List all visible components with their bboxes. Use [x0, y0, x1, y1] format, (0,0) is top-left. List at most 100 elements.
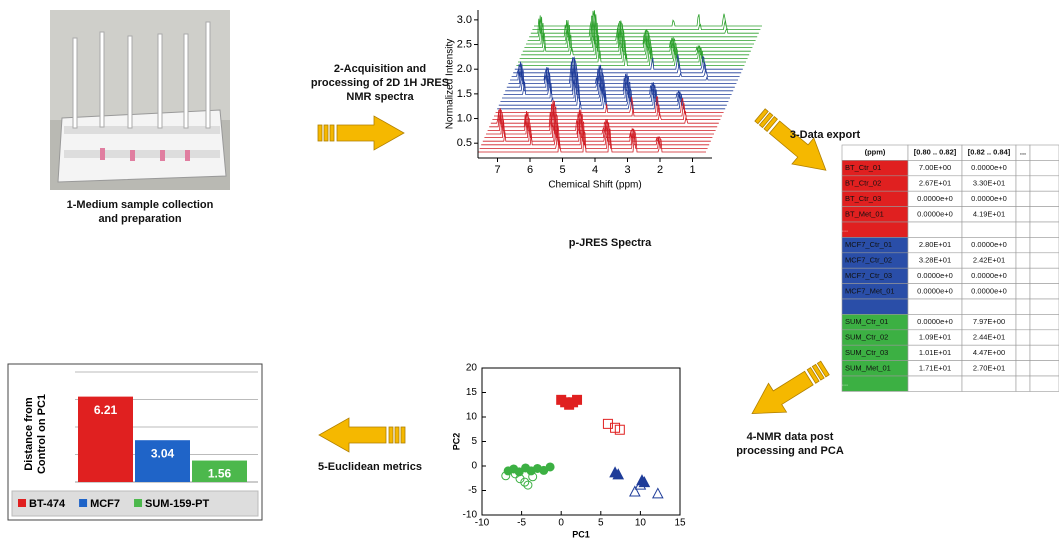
table-text: ...: [842, 379, 848, 388]
table-text: 2.67E+01: [919, 178, 951, 187]
table-cell: [1029, 221, 1059, 238]
table-text: BT_Ctr_02: [845, 178, 881, 187]
y-tick-label: 0: [471, 461, 477, 472]
legend-box: [11, 490, 259, 517]
table-text: 0.0000e+0: [917, 271, 953, 280]
table-cell: [961, 298, 1017, 315]
point: [651, 487, 664, 499]
spectrum-trace: [484, 100, 713, 138]
legend-swatch: [134, 499, 143, 507]
table-header: (ppm): [865, 148, 886, 157]
point: [520, 477, 530, 487]
spectrum-trace: [492, 110, 721, 120]
x-axis-title: Chemical Shift (ppm): [548, 180, 641, 191]
table-header: ...: [1020, 148, 1026, 157]
spectrum-trace: [514, 54, 743, 70]
spectrum-trace: [506, 57, 735, 88]
point: [528, 472, 538, 482]
sample-photo: [50, 10, 230, 190]
step-caption: 1-Medium sample collection and preparati…: [66, 199, 214, 225]
point: [501, 471, 511, 481]
y-tick-label: 3.0: [457, 14, 472, 26]
spectrum-trace: [502, 63, 730, 99]
step-caption: 3-Data export: [789, 129, 861, 141]
table-text: 4.19E+01: [973, 209, 1005, 218]
table-text: 0.0000e+0: [971, 194, 1007, 203]
data-table: (ppm) [0.80 .. 0.82] [0.82 .. 0.84] ... BT_C…: [841, 144, 1059, 392]
table-cell: [1029, 190, 1059, 207]
y-tick-label: 1.5: [457, 88, 472, 100]
table-cell: [1029, 283, 1059, 300]
arrow: [742, 353, 835, 429]
arrow: [318, 417, 406, 453]
x-tick-label: 10: [635, 518, 647, 529]
point: [612, 468, 625, 480]
spectrum-trace: [516, 46, 745, 66]
table-cell: [1029, 175, 1059, 192]
point: [572, 394, 583, 405]
table-cell: [1015, 375, 1031, 392]
table-text: 3.28E+01: [919, 255, 951, 264]
value-label: 6.21: [94, 403, 118, 417]
value-label: 1.56: [208, 467, 232, 481]
spectrum-trace: [521, 22, 750, 56]
spectrum-trace: [497, 88, 726, 110]
spectrum-trace: [478, 128, 706, 153]
x-tick-label: 0: [558, 518, 564, 529]
bar: [192, 460, 247, 482]
spectrum-trace: [505, 56, 734, 92]
table-text: ...: [842, 225, 848, 234]
spectrum-trace: [494, 102, 722, 117]
y-tick-label: -10: [463, 510, 478, 521]
table-text: SUM_Ctr_02: [845, 332, 888, 341]
table-cell: [1015, 190, 1031, 207]
spectrum-trace: [498, 79, 727, 106]
table-text: 0.0000e+0: [917, 317, 953, 326]
bar: [78, 396, 133, 482]
point: [602, 418, 613, 429]
table-cell: [961, 375, 1017, 392]
table-text: 4.47E+00: [973, 348, 1005, 357]
table-text: MCF7_Met_01: [845, 286, 895, 295]
spectrum-trace: [482, 106, 711, 142]
table-text: 2.80E+01: [919, 240, 951, 249]
table-cell: [1029, 375, 1059, 392]
x-tick-label: 2: [657, 164, 663, 176]
y-tick-label: 10: [466, 412, 478, 423]
value-label: 3.04: [151, 446, 175, 460]
x-tick-label: 5: [598, 518, 604, 529]
spectrum-trace: [524, 10, 753, 48]
spectrum-trace: [500, 72, 729, 102]
legend-label: SUM-159-PT: [145, 498, 209, 510]
table-cell: [961, 221, 1017, 238]
legend-swatch: [79, 499, 88, 507]
table-text: 7.00E+00: [919, 163, 951, 172]
spectrum-trace: [522, 14, 751, 52]
table-header: [0.80 .. 0.82]: [914, 148, 957, 157]
arrow: [317, 115, 405, 151]
y-tick-label: -5: [468, 485, 477, 496]
table-cell: [1029, 252, 1059, 269]
spectrum-trace: [526, 10, 754, 45]
table-cell: [1029, 298, 1059, 315]
bar: [135, 440, 190, 482]
table-cell: [1029, 329, 1059, 346]
y-axis-title: PC2: [451, 433, 461, 451]
table-text: 0.0000e+0: [971, 286, 1007, 295]
x-tick-label: 15: [674, 518, 686, 529]
table-text: MCF7_Ctr_02: [845, 255, 892, 264]
x-tick-label: -5: [517, 518, 526, 529]
table-cell: [1015, 344, 1031, 361]
spectra-caption: p-JRES Spectra: [568, 237, 652, 249]
point: [545, 462, 555, 472]
x-tick-label: -10: [475, 518, 490, 529]
legend-swatch: [18, 499, 26, 507]
table-text: BT_Ctr_01: [845, 163, 881, 172]
table-cell: [841, 298, 909, 315]
point: [629, 485, 641, 497]
point: [634, 478, 647, 490]
table-text: MCF7_Ctr_03: [845, 271, 892, 280]
x-tick-label: 6: [527, 164, 533, 176]
y-tick-label: 5: [471, 436, 477, 447]
